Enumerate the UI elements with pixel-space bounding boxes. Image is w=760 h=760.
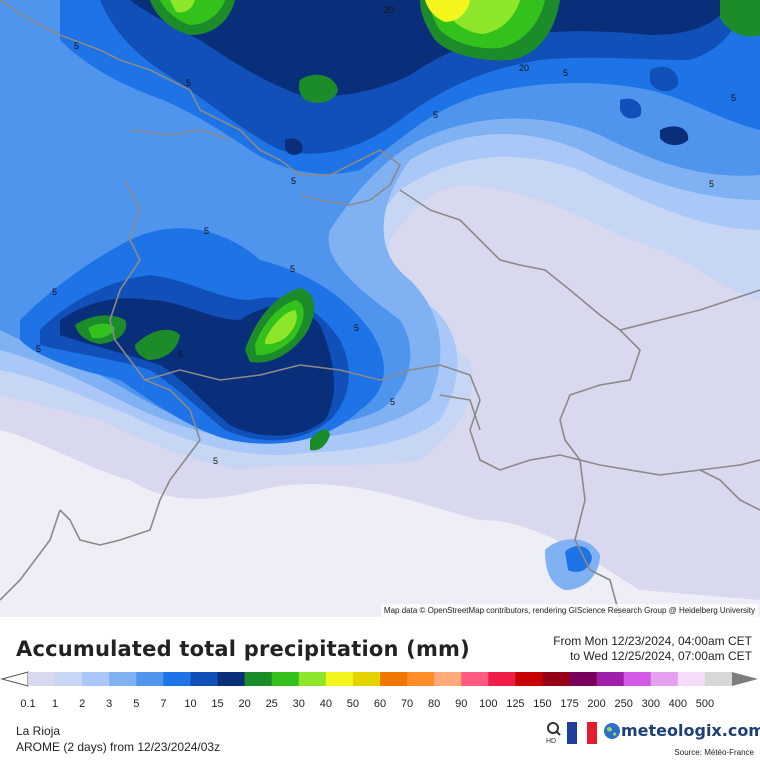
scale-swatch	[434, 672, 462, 686]
hd-magnifier-icon[interactable]: HD	[545, 721, 563, 745]
brand-name: meteologix.com	[621, 721, 760, 740]
hd-label: HD	[546, 738, 556, 745]
scale-swatch	[325, 672, 354, 686]
scale-tick-label: 400	[668, 698, 688, 710]
contour-label: 5	[709, 179, 714, 189]
contour-label: 5	[204, 226, 209, 236]
scale-tick-label: 70	[400, 698, 414, 710]
scale-swatch	[82, 672, 110, 686]
legend-title: Accumulated total precipitation (mm)	[16, 637, 470, 661]
scale-tick-label: 5	[133, 698, 140, 710]
contour-label: 5	[563, 68, 568, 78]
color-scale	[0, 668, 760, 712]
contour-label: 20	[384, 5, 394, 15]
scale-tick-label: 2	[79, 698, 86, 710]
contour-label: 5	[731, 93, 736, 103]
scale-tick-label: 30	[292, 698, 305, 710]
scale-tick-label: 15	[211, 698, 224, 710]
scale-tick-label: 1	[52, 698, 59, 710]
scale-tick-label: 20	[238, 698, 251, 710]
data-source: Source: Météo-France	[674, 748, 754, 757]
scale-swatch	[28, 672, 56, 686]
contour-label: 5	[290, 264, 295, 274]
contour-label: 20	[519, 63, 529, 73]
brand-logo[interactable]: meteologix.com	[603, 721, 760, 740]
scale-swatch	[136, 672, 164, 686]
scale-swatch	[623, 672, 652, 686]
scale-swatch	[244, 672, 273, 686]
scale-swatch	[488, 672, 516, 686]
scale-tick-label: 125	[506, 698, 525, 710]
region-name: La Rioja	[16, 724, 61, 738]
scale-swatch	[461, 672, 489, 686]
scale-tick-label: 500	[695, 698, 715, 710]
france-flag-icon[interactable]	[567, 722, 597, 744]
scale-swatch	[352, 672, 381, 686]
globe-icon	[604, 722, 620, 739]
color-scale-bar	[0, 671, 758, 687]
scale-tick-label: 25	[265, 698, 278, 710]
contour-label: 5	[186, 78, 191, 88]
contour-label: 5	[291, 176, 296, 186]
scale-swatch	[407, 672, 435, 686]
scale-swatch	[217, 672, 246, 686]
scale-tick-label: 175	[560, 698, 579, 710]
scale-tick-label: 50	[346, 698, 360, 710]
scale-swatch	[677, 672, 706, 686]
scale-tick-label: 40	[319, 698, 332, 710]
scale-tick-label: 7	[160, 698, 167, 710]
scale-swatch	[704, 672, 733, 686]
scale-swatch	[569, 672, 598, 686]
model-run: AROME (2 days) from 12/23/2024/03z	[16, 740, 221, 754]
scale-tick-label: 300	[641, 698, 660, 710]
scale-swatch	[109, 672, 137, 686]
scale-swatch	[55, 672, 83, 686]
period-range: From Mon 12/23/2024, 04:00am CET to Wed …	[553, 634, 752, 664]
scale-swatch	[650, 672, 679, 686]
scale-swatch	[542, 672, 571, 686]
scale-tick-label: 150	[533, 698, 552, 710]
contour-label: 5	[433, 110, 438, 120]
contour-label: 5	[52, 287, 57, 297]
contour-label: 5	[354, 323, 359, 333]
contour-label: 5	[74, 41, 79, 51]
scale-swatch	[298, 672, 327, 686]
scale-min-arrow	[0, 671, 29, 687]
scale-tick-label: 3	[106, 698, 113, 710]
contour-label: 5	[178, 350, 183, 360]
period-to: to Wed 12/25/2024, 07:00am CET	[570, 649, 752, 663]
contour-label: 5	[36, 344, 41, 354]
scale-tick-label: 60	[373, 698, 387, 710]
scale-tick-label: 100	[479, 698, 498, 710]
scale-tick-label: 200	[587, 698, 606, 710]
scale-swatch	[596, 672, 625, 686]
scale-swatch	[163, 672, 191, 686]
contour-label: 5	[390, 397, 395, 407]
scale-swatch	[515, 672, 543, 686]
precipitation-map[interactable]: 5 5 5 5 5 5 5 5 5 5 5 5 5 5 5 20 20 Map …	[0, 0, 760, 617]
scale-tick-label: 250	[614, 698, 633, 710]
contour-label: 5	[213, 456, 218, 466]
scale-tick-label: 10	[184, 698, 197, 710]
scale-tick-label: 90	[455, 698, 468, 710]
scale-swatch	[271, 672, 300, 686]
scale-max-arrow	[732, 672, 758, 686]
scale-tick-label: 0.1	[20, 698, 36, 710]
scale-swatch	[380, 672, 408, 686]
map-attribution[interactable]: Map data © OpenStreetMap contributors, r…	[380, 604, 758, 617]
scale-swatch	[190, 672, 219, 686]
period-from: From Mon 12/23/2024, 04:00am CET	[553, 634, 752, 648]
scale-tick-label: 80	[428, 698, 441, 710]
map-canvas: 5 5 5 5 5 5 5 5 5 5 5 5 5 5 5 20 20	[0, 0, 760, 617]
